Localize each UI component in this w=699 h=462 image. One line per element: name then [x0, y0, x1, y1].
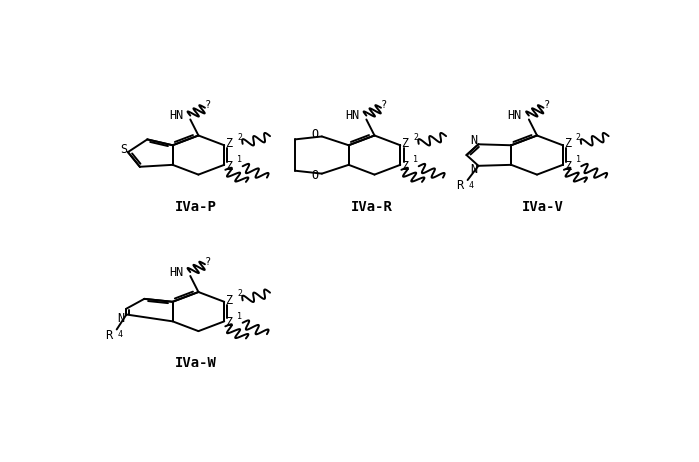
Text: IVa-V: IVa-V [521, 200, 563, 213]
Text: Z: Z [225, 137, 233, 150]
Text: O: O [312, 169, 319, 182]
Text: 4: 4 [117, 330, 123, 339]
Text: Z: Z [564, 137, 571, 150]
Text: Z: Z [225, 294, 233, 307]
Text: ?: ? [205, 100, 211, 110]
Text: O: O [312, 128, 319, 141]
Text: Z: Z [225, 316, 233, 329]
Text: R: R [106, 328, 113, 341]
Text: 2: 2 [576, 133, 581, 142]
Text: 1: 1 [237, 312, 243, 321]
Text: Z: Z [401, 137, 408, 150]
Text: HN: HN [507, 109, 522, 122]
Text: N: N [117, 312, 124, 325]
Text: HN: HN [169, 109, 183, 122]
Text: Z: Z [401, 160, 408, 173]
Text: 4: 4 [468, 181, 474, 190]
Text: 1: 1 [237, 155, 243, 164]
Text: 1: 1 [413, 155, 418, 164]
Text: IVa-R: IVa-R [351, 200, 393, 213]
Text: IVa-W: IVa-W [175, 356, 217, 370]
Text: ?: ? [381, 100, 387, 110]
Text: HN: HN [345, 109, 359, 122]
Text: 2: 2 [413, 133, 418, 142]
Text: Z: Z [564, 160, 571, 173]
Text: 2: 2 [237, 289, 243, 298]
Text: Z: Z [225, 160, 233, 173]
Text: S: S [120, 143, 127, 156]
Text: 1: 1 [576, 155, 581, 164]
Text: 2: 2 [237, 133, 243, 142]
Text: HN: HN [169, 266, 183, 279]
Text: R: R [456, 179, 463, 192]
Text: N: N [470, 134, 477, 146]
Text: ?: ? [544, 100, 550, 110]
Text: N: N [470, 163, 477, 176]
Text: IVa-P: IVa-P [175, 200, 217, 213]
Text: ?: ? [205, 257, 211, 267]
